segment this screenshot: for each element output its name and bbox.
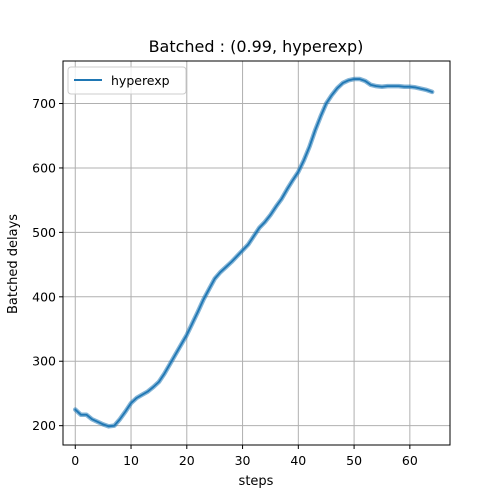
x-tick-label: 30 <box>235 453 251 468</box>
x-tick-label: 60 <box>402 453 418 468</box>
x-tick-label: 40 <box>290 453 306 468</box>
x-tick-label: 0 <box>71 453 79 468</box>
y-axis-label: Batched delays <box>6 214 21 314</box>
x-tick-label: 20 <box>179 453 195 468</box>
y-axis-ticks: 200 300 400 500 600 700 <box>32 96 63 433</box>
y-tick-label: 700 <box>32 96 56 111</box>
x-axis-ticks: 0 10 20 30 40 50 60 <box>71 445 418 468</box>
x-axis-label: steps <box>239 474 274 489</box>
y-tick-label: 500 <box>32 225 56 240</box>
x-tick-label: 50 <box>346 453 362 468</box>
series-line-hyperexp <box>74 78 434 428</box>
legend-box <box>67 66 187 95</box>
legend-label-hyperexp: hyperexp <box>111 73 170 88</box>
y-tick-label: 600 <box>32 160 56 175</box>
legend: hyperexp <box>67 66 187 95</box>
plot-area-frame <box>62 60 451 446</box>
x-gridlines <box>74 61 411 445</box>
x-tick-label: 10 <box>123 453 139 468</box>
series-layer <box>73 76 435 429</box>
y-tick-label: 200 <box>32 418 56 433</box>
y-tick-label: 300 <box>32 354 56 369</box>
y-tick-label: 400 <box>32 289 56 304</box>
chart-title: Batched : (0.99, hyperexp) <box>149 37 364 56</box>
